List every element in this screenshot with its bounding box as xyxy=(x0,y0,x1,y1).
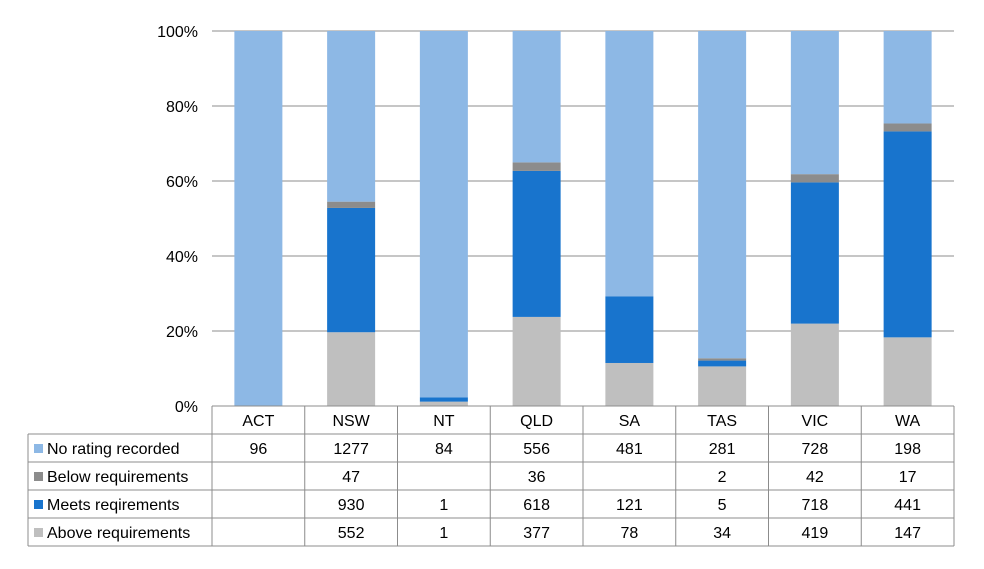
bar-qld-meets-reqirements xyxy=(512,170,561,317)
category-label: VIC xyxy=(802,413,829,430)
table-cell-value: 377 xyxy=(523,525,550,542)
bar-vic-above-requirements xyxy=(790,323,839,406)
table-cell-value: 618 xyxy=(523,497,550,514)
table-cell-value: 84 xyxy=(435,441,453,458)
table-cell-value: 2 xyxy=(718,469,727,486)
y-tick-label: 100% xyxy=(157,24,198,41)
bar-act-no-rating-recorded xyxy=(234,31,283,406)
category-label: TAS xyxy=(707,413,737,430)
bar-sa-meets-reqirements xyxy=(605,296,654,363)
gridlines xyxy=(212,30,954,332)
table-cell-value: 198 xyxy=(894,441,921,458)
legend-key xyxy=(34,444,43,453)
table-cell-value: 17 xyxy=(899,469,917,486)
bars xyxy=(234,31,932,406)
bar-nsw-below-requirements xyxy=(327,201,376,208)
category-label: NSW xyxy=(332,413,370,430)
bar-tas-above-requirements xyxy=(698,366,747,406)
category-label: NT xyxy=(433,413,455,430)
category-label: WA xyxy=(895,413,921,430)
bar-tas-no-rating-recorded xyxy=(698,31,747,359)
legend-key xyxy=(34,472,43,481)
bar-nsw-no-rating-recorded xyxy=(327,31,376,202)
table-cell-value: 552 xyxy=(338,525,365,542)
bar-sa-above-requirements xyxy=(605,362,654,406)
bar-nsw-above-requirements xyxy=(327,332,376,406)
bar-qld-above-requirements xyxy=(512,316,561,406)
table-cell-value: 281 xyxy=(709,441,736,458)
bar-nt-above-requirements xyxy=(419,401,468,406)
bar-wa-above-requirements xyxy=(883,337,932,406)
table-cell-value: 556 xyxy=(523,441,550,458)
table-cell-value: 42 xyxy=(806,469,824,486)
table-cell-value: 78 xyxy=(620,525,638,542)
bar-qld-no-rating-recorded xyxy=(512,31,561,163)
table-cell-value: 481 xyxy=(616,441,643,458)
table-cell-value: 36 xyxy=(528,469,546,486)
y-tick-label: 80% xyxy=(166,99,198,116)
y-axis-tick-labels: 0% 20% 40% 60% 80% 100% xyxy=(157,24,198,416)
table-cell-value: 1277 xyxy=(333,441,369,458)
legend-label: No rating recorded xyxy=(47,441,180,458)
legend-label: Meets reqirements xyxy=(47,497,180,514)
table-cell-value: 147 xyxy=(894,525,921,542)
y-tick-label: 40% xyxy=(166,249,198,266)
table-cell-value: 441 xyxy=(894,497,921,514)
bar-vic-meets-reqirements xyxy=(790,182,839,324)
y-tick-label: 20% xyxy=(166,324,198,341)
table-cell-value: 96 xyxy=(249,441,267,458)
table-cell-value: 5 xyxy=(718,497,727,514)
bar-wa-no-rating-recorded xyxy=(883,31,932,124)
table-cell-value: 47 xyxy=(342,469,360,486)
bar-sa-no-rating-recorded xyxy=(605,31,654,297)
bar-nt-no-rating-recorded xyxy=(419,31,468,398)
bar-tas-meets-reqirements xyxy=(698,360,747,367)
table-cell-value: 728 xyxy=(802,441,829,458)
y-tick-label: 0% xyxy=(175,399,198,416)
table-cell-value: 718 xyxy=(802,497,829,514)
table-cell-value: 930 xyxy=(338,497,365,514)
legend-label: Above requirements xyxy=(47,525,190,542)
table-cell-value: 121 xyxy=(616,497,643,514)
table-cell-value: 1 xyxy=(439,525,448,542)
category-label: ACT xyxy=(242,413,274,430)
legend-label: Below requirements xyxy=(47,469,188,486)
table-cell-value: 419 xyxy=(802,525,829,542)
data-table: ACT NSW NT QLD SA TAS VIC WA No rating recorded 9… xyxy=(27,405,955,547)
bar-nt-meets-reqirements xyxy=(419,397,468,402)
category-label: SA xyxy=(619,413,641,430)
bar-qld-below-requirements xyxy=(512,162,561,171)
y-tick-label: 60% xyxy=(166,174,198,191)
category-label: QLD xyxy=(520,413,553,430)
table-cell-value: 34 xyxy=(713,525,731,542)
bar-vic-below-requirements xyxy=(790,174,839,183)
bar-vic-no-rating-recorded xyxy=(790,31,839,175)
bar-tas-below-requirements xyxy=(698,358,747,361)
legend-key xyxy=(34,500,43,509)
legend-key xyxy=(34,528,43,537)
bar-wa-meets-reqirements xyxy=(883,131,932,338)
table-cell-value: 1 xyxy=(439,497,448,514)
bar-nsw-meets-reqirements xyxy=(327,207,376,333)
bar-wa-below-requirements xyxy=(883,123,932,132)
